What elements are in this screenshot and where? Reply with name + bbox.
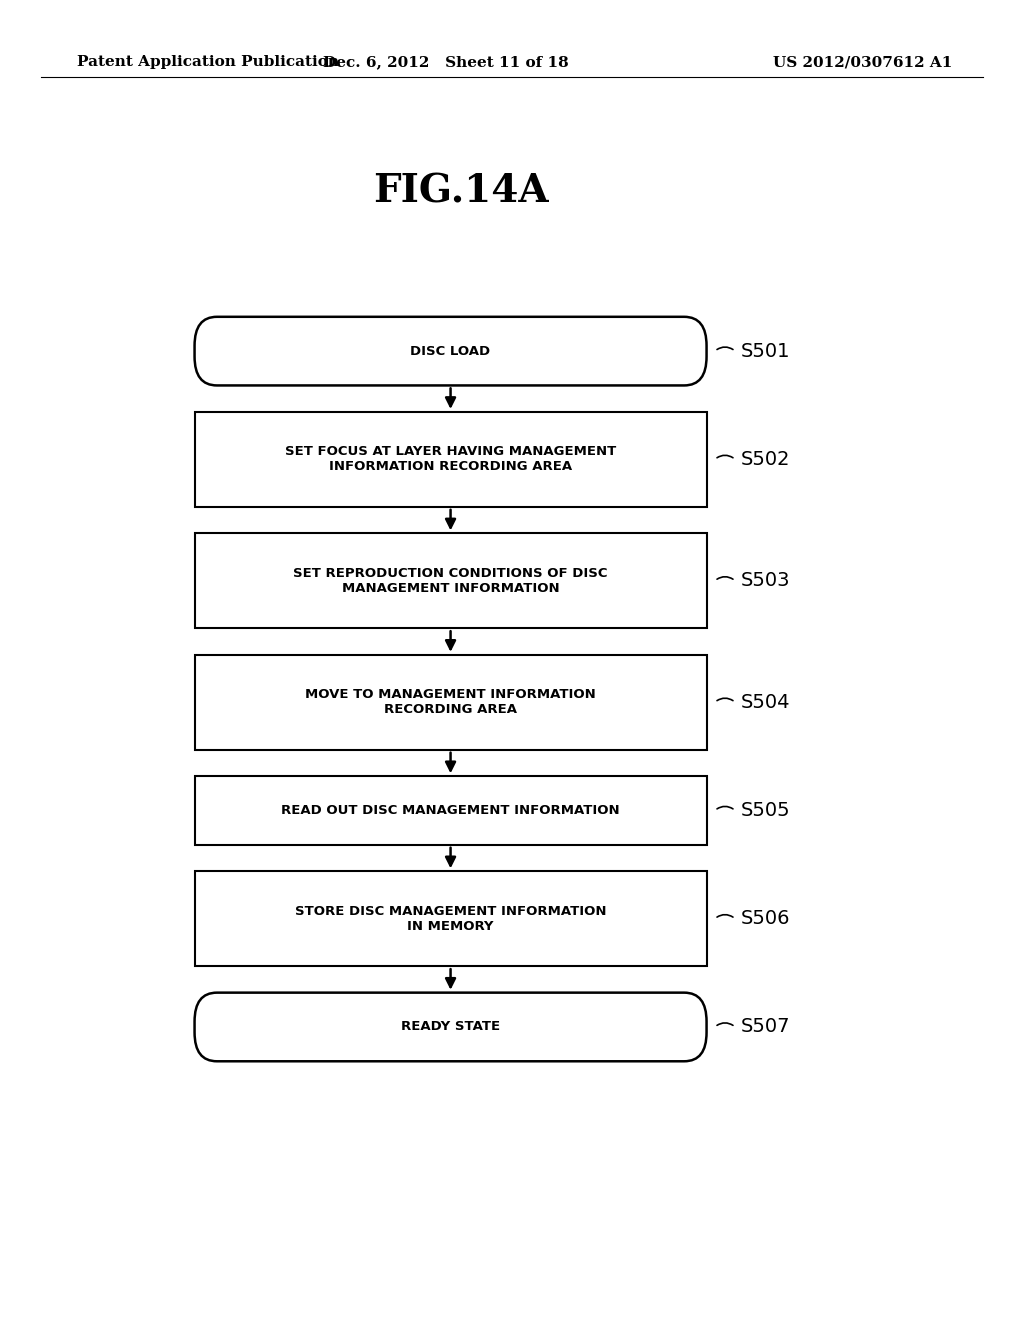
FancyBboxPatch shape <box>195 871 707 966</box>
Text: READY STATE: READY STATE <box>401 1020 500 1034</box>
Text: S502: S502 <box>740 450 790 469</box>
Text: Patent Application Publication: Patent Application Publication <box>77 55 339 69</box>
FancyBboxPatch shape <box>195 412 707 507</box>
Text: SET FOCUS AT LAYER HAVING MANAGEMENT
INFORMATION RECORDING AREA: SET FOCUS AT LAYER HAVING MANAGEMENT INF… <box>285 445 616 474</box>
Text: S507: S507 <box>740 1018 790 1036</box>
Text: S503: S503 <box>740 572 790 590</box>
FancyBboxPatch shape <box>195 655 707 750</box>
Text: S506: S506 <box>740 909 790 928</box>
Text: DISC LOAD: DISC LOAD <box>411 345 490 358</box>
FancyBboxPatch shape <box>195 776 707 845</box>
Text: S501: S501 <box>740 342 790 360</box>
Text: STORE DISC MANAGEMENT INFORMATION
IN MEMORY: STORE DISC MANAGEMENT INFORMATION IN MEM… <box>295 904 606 933</box>
Text: SET REPRODUCTION CONDITIONS OF DISC
MANAGEMENT INFORMATION: SET REPRODUCTION CONDITIONS OF DISC MANA… <box>293 566 608 595</box>
Text: MOVE TO MANAGEMENT INFORMATION
RECORDING AREA: MOVE TO MANAGEMENT INFORMATION RECORDING… <box>305 688 596 717</box>
FancyBboxPatch shape <box>195 993 707 1061</box>
Text: FIG.14A: FIG.14A <box>373 173 549 210</box>
Text: READ OUT DISC MANAGEMENT INFORMATION: READ OUT DISC MANAGEMENT INFORMATION <box>282 804 620 817</box>
Text: S504: S504 <box>740 693 790 711</box>
Text: US 2012/0307612 A1: US 2012/0307612 A1 <box>773 55 952 69</box>
Text: S505: S505 <box>740 801 790 820</box>
Text: Dec. 6, 2012   Sheet 11 of 18: Dec. 6, 2012 Sheet 11 of 18 <box>323 55 568 69</box>
FancyBboxPatch shape <box>195 317 707 385</box>
FancyBboxPatch shape <box>195 533 707 628</box>
